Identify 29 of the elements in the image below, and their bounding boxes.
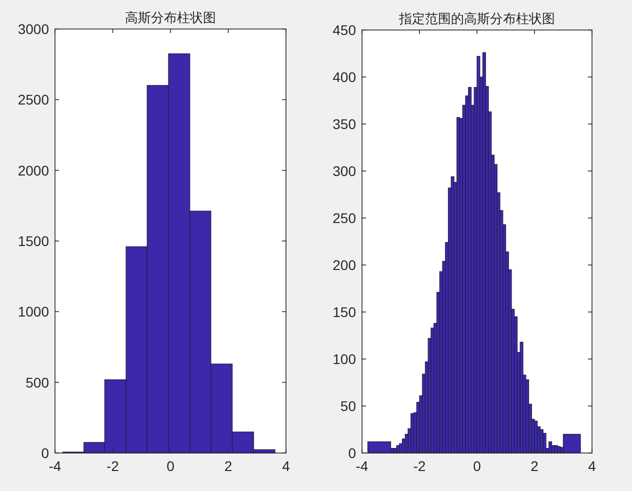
x-tick-label: -4 (48, 458, 62, 474)
x-tick-label: 2 (530, 458, 539, 474)
chart-title: 高斯分布柱状图 (125, 10, 216, 26)
x-tick-label: -2 (106, 458, 120, 474)
x-tick-label: 0 (166, 458, 175, 474)
x-tick-label: -2 (413, 458, 426, 474)
y-tick-label: 400 (332, 69, 356, 85)
y-tick-label: 0 (348, 445, 356, 461)
y-tick-label: 0 (41, 445, 50, 461)
x-tick-label: 4 (588, 458, 596, 474)
y-tick-label: 350 (332, 116, 356, 132)
x-tick-label: 0 (473, 458, 482, 474)
y-tick-label: 300 (332, 163, 356, 179)
x-tick-label: -4 (356, 458, 368, 474)
y-tick-label: 1000 (18, 304, 50, 320)
x-tick-label: 4 (282, 458, 290, 474)
y-tick-label: 500 (26, 374, 50, 390)
chart-title: 指定范围的高斯分布柱状图 (398, 11, 555, 27)
y-tick-label: 150 (332, 304, 356, 320)
y-tick-label: 50 (340, 398, 356, 414)
y-tick-label: 2500 (18, 92, 50, 108)
y-tick-label: 200 (332, 257, 356, 273)
y-tick-label: 250 (332, 210, 356, 226)
y-tick-label: 100 (332, 351, 356, 367)
x-tick-label: 2 (224, 458, 232, 474)
y-tick-label: 3000 (18, 21, 50, 37)
y-tick-label: 2000 (18, 162, 50, 178)
y-tick-label: 1500 (18, 233, 50, 249)
y-tick-label: 450 (332, 22, 356, 38)
